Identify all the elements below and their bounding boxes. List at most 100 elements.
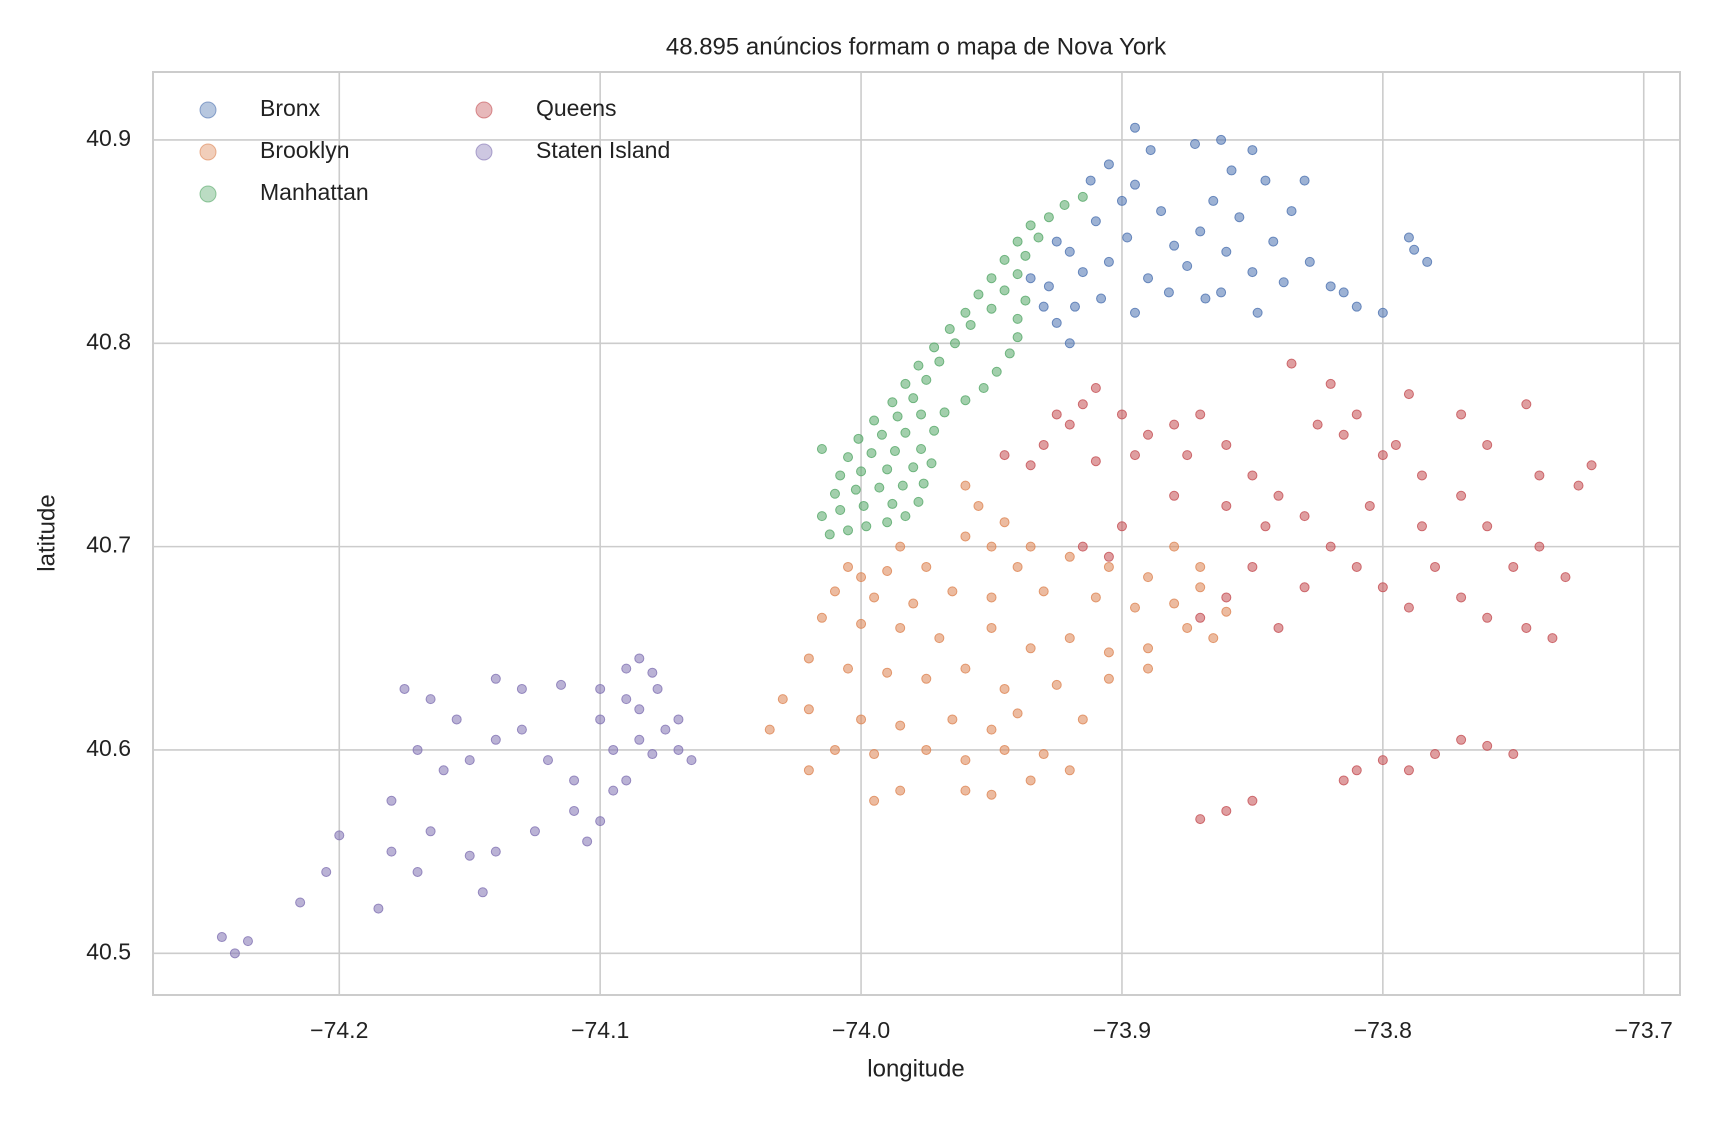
point: [835, 470, 846, 481]
point: [1077, 541, 1088, 552]
point: [608, 744, 619, 755]
point: [973, 289, 984, 300]
point: [843, 452, 854, 463]
point: [1012, 236, 1023, 247]
point: [1521, 399, 1532, 410]
point: [897, 480, 908, 491]
point: [777, 694, 788, 705]
point: [900, 511, 911, 522]
point: [869, 749, 880, 760]
point: [1064, 338, 1075, 349]
point: [1351, 561, 1362, 572]
point: [1059, 199, 1070, 210]
point: [1260, 521, 1271, 532]
point: [856, 572, 867, 583]
point: [1064, 551, 1075, 562]
point: [816, 511, 827, 522]
point: [412, 744, 423, 755]
legend-label: Staten Island: [536, 137, 670, 163]
legend-label: Manhattan: [260, 179, 369, 205]
point: [843, 663, 854, 674]
point: [874, 482, 885, 493]
point: [1286, 358, 1297, 369]
legend-marker: [475, 101, 493, 119]
point: [803, 653, 814, 664]
point: [1260, 175, 1271, 186]
legend: Bronx Brooklyn Manhattan Queens Staten Islan…: [199, 95, 670, 205]
point: [986, 724, 997, 735]
point: [1304, 256, 1315, 267]
point: [1221, 805, 1232, 816]
point: [913, 496, 924, 507]
point: [1534, 470, 1545, 481]
point: [1129, 602, 1140, 613]
legend-marker: [199, 143, 217, 161]
point: [660, 724, 671, 735]
point: [634, 734, 645, 745]
point: [1051, 679, 1062, 690]
point: [895, 720, 906, 731]
point: [542, 755, 553, 766]
point: [1038, 586, 1049, 597]
point: [1129, 122, 1140, 133]
point: [216, 932, 227, 943]
point: [1338, 775, 1349, 786]
point: [425, 694, 436, 705]
point: [1430, 749, 1441, 760]
point: [647, 667, 658, 678]
point: [1012, 269, 1023, 280]
point: [1043, 281, 1054, 292]
point: [965, 319, 976, 330]
legend-marker: [199, 185, 217, 203]
point: [1103, 561, 1114, 572]
point: [464, 755, 475, 766]
x-tick-label: −73.7: [1615, 1017, 1673, 1043]
point: [490, 734, 501, 745]
legend-marker: [199, 101, 217, 119]
point: [373, 903, 384, 914]
point: [1169, 541, 1180, 552]
point: [1116, 195, 1127, 206]
point: [1226, 165, 1237, 176]
point: [529, 826, 540, 837]
point: [1325, 281, 1336, 292]
point: [1534, 541, 1545, 552]
point: [516, 724, 527, 735]
point: [921, 744, 932, 755]
point: [1020, 250, 1031, 261]
chart-title: 48.895 anúncios formam o mapa de Nova Yo…: [666, 33, 1167, 60]
point: [895, 622, 906, 633]
point: [869, 795, 880, 806]
point: [334, 830, 345, 841]
point: [1116, 409, 1127, 420]
point: [882, 517, 893, 528]
point: [1182, 450, 1193, 461]
point: [856, 466, 867, 477]
point: [1043, 212, 1054, 223]
point: [1403, 232, 1414, 243]
point: [1521, 622, 1532, 633]
point: [876, 429, 887, 440]
point: [1129, 450, 1140, 461]
point: [869, 415, 880, 426]
x-tick-label: −73.9: [1093, 1017, 1151, 1043]
point: [1012, 561, 1023, 572]
point: [908, 462, 919, 473]
point: [986, 541, 997, 552]
point: [960, 531, 971, 542]
point: [1025, 220, 1036, 231]
point: [1190, 138, 1201, 149]
x-tick-label: −73.8: [1354, 1017, 1412, 1043]
point: [608, 785, 619, 796]
point: [887, 397, 898, 408]
point: [1025, 460, 1036, 471]
point: [999, 683, 1010, 694]
point: [1077, 267, 1088, 278]
point: [921, 561, 932, 572]
point: [438, 765, 449, 776]
point: [242, 936, 253, 947]
point: [490, 846, 501, 857]
point: [1077, 399, 1088, 410]
point: [887, 498, 898, 509]
